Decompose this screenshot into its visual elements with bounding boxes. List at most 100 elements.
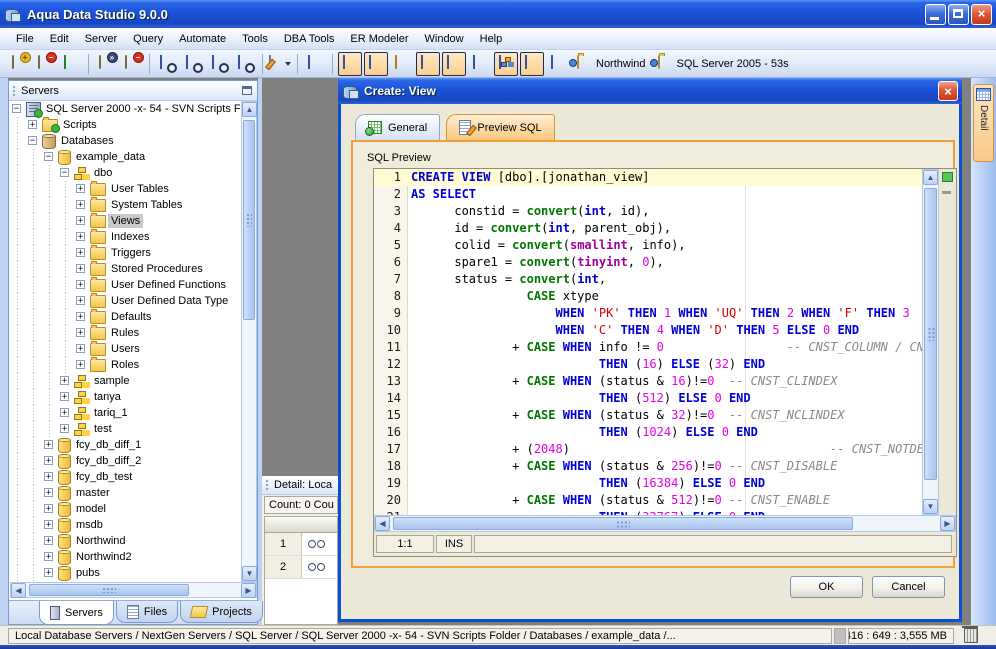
menu-query[interactable]: Query [133, 32, 164, 45]
connection-sqlserver-2005[interactable]: SQL Server 2005 - 53s [649, 55, 789, 71]
open-script-icon[interactable] [265, 52, 292, 76]
float-panel-icon[interactable] [242, 86, 252, 95]
expand-toggle-icon[interactable]: + [60, 376, 69, 386]
register-server-icon[interactable]: + [7, 52, 31, 76]
menu-edit[interactable]: Edit [49, 32, 69, 45]
query-builder-icon[interactable] [207, 52, 231, 76]
chart-view-icon[interactable] [520, 51, 544, 76]
relationships-view-icon[interactable] [494, 51, 518, 76]
expand-toggle-icon[interactable]: − [60, 168, 69, 178]
tree-item-northwind2[interactable]: + Northwind2 [10, 549, 240, 565]
expand-toggle-icon[interactable]: + [60, 408, 69, 418]
tree-item-sql-server-2000-x-54-svn-scripts-folder[interactable]: − SQL Server 2000 -x- 54 - SVN Scripts Fo… [10, 101, 240, 118]
menu-dba-tools[interactable]: DBA Tools [283, 32, 335, 45]
tree-item-pubs[interactable]: + pubs [10, 565, 240, 581]
expand-toggle-icon[interactable]: + [76, 200, 85, 210]
expand-toggle-icon[interactable]: − [44, 152, 53, 162]
expand-toggle-icon[interactable]: + [60, 392, 69, 402]
tree-item-scripts[interactable]: + Scripts [10, 116, 240, 133]
query-analyzer-icon[interactable] [155, 52, 179, 76]
menu-help[interactable]: Help [479, 32, 503, 45]
plain-grid-icon[interactable] [546, 52, 570, 76]
query-results-icon[interactable] [181, 52, 205, 76]
expand-toggle-icon[interactable]: + [44, 552, 53, 562]
dialog-tab-preview-sql[interactable]: Preview SQL [446, 114, 555, 140]
tree-item-msdb[interactable]: + msdb [10, 517, 240, 533]
tree-item-roles[interactable]: + Roles [10, 356, 240, 373]
tree-item-rules[interactable]: + Rules [10, 324, 240, 341]
expand-toggle-icon[interactable]: + [44, 456, 53, 466]
expand-toggle-icon[interactable]: + [76, 216, 85, 226]
scrollbar-thumb[interactable] [393, 517, 853, 530]
scrollbar-thumb[interactable] [924, 188, 937, 480]
drag-grip-icon[interactable] [12, 84, 17, 97]
dialog-tab-general[interactable]: General [355, 114, 441, 140]
sql-editor[interactable]: 1 CREATE VIEW [dbo].[jonathan_view] 2 AS SE… [373, 168, 957, 557]
export-results-icon[interactable] [233, 52, 257, 76]
ok-button[interactable]: OK [790, 576, 863, 598]
minimize-button[interactable] [925, 3, 946, 25]
expand-toggle-icon[interactable]: + [76, 280, 85, 290]
server-properties-icon[interactable]: » [94, 52, 118, 76]
scroll-right-icon[interactable]: ▶ [940, 516, 955, 531]
tree-item-databases[interactable]: − Databases [10, 133, 240, 149]
expand-toggle-icon[interactable]: + [76, 360, 85, 370]
table-data-icon[interactable] [59, 52, 83, 76]
tree-item-test[interactable]: + test [10, 421, 240, 437]
menu-er-modeler[interactable]: ER Modeler [350, 32, 409, 45]
tree-horizontal-scrollbar[interactable]: ◀ ▶ [10, 582, 257, 598]
dialog-close-button[interactable]: × [938, 81, 958, 101]
tree-item-dbo[interactable]: − dbo [10, 165, 240, 181]
menu-window[interactable]: Window [424, 32, 464, 45]
tree-item-triggers[interactable]: + Triggers [10, 244, 240, 261]
tree-item-user-tables[interactable]: + User Tables [10, 180, 240, 197]
panel-splitter[interactable] [258, 78, 262, 625]
garbage-collect-icon[interactable] [962, 626, 978, 643]
cancel-button[interactable]: Cancel [872, 576, 945, 598]
expand-toggle-icon[interactable]: + [76, 328, 85, 338]
tab-detail-vertical[interactable]: Detail [973, 84, 994, 162]
tab-servers[interactable]: Servers [39, 601, 114, 625]
scroll-down-icon[interactable]: ▼ [242, 566, 257, 581]
expand-toggle-icon[interactable]: + [76, 248, 85, 258]
expand-toggle-icon[interactable]: + [44, 504, 53, 514]
expand-toggle-icon[interactable]: + [76, 264, 85, 274]
expand-toggle-icon[interactable]: + [76, 344, 85, 354]
menu-automate[interactable]: Automate [179, 32, 227, 45]
code-view[interactable]: 1 CREATE VIEW [dbo].[jonathan_view] 2 AS SE… [374, 169, 922, 515]
tree-item-indexes[interactable]: + Indexes [10, 228, 240, 245]
tree-item-northwind[interactable]: + Northwind [10, 533, 240, 549]
tree-item-model[interactable]: + model [10, 501, 240, 517]
tree-item-tanya[interactable]: + tanya [10, 389, 240, 405]
expand-toggle-icon[interactable]: + [44, 472, 53, 482]
expand-toggle-icon[interactable]: + [60, 424, 69, 434]
scroll-up-icon[interactable]: ▲ [923, 170, 938, 185]
scroll-right-icon[interactable]: ▶ [241, 583, 256, 598]
tab-files[interactable]: Files [115, 601, 179, 623]
tree-item-users[interactable]: + Users [10, 340, 240, 357]
expand-toggle-icon[interactable]: + [44, 440, 53, 450]
expand-toggle-icon[interactable]: + [44, 536, 53, 546]
tab-projects[interactable]: Projects [180, 601, 263, 623]
table-view-icon[interactable] [416, 51, 440, 76]
close-button[interactable]: × [971, 3, 992, 25]
expand-toggle-icon[interactable]: + [76, 184, 85, 194]
tree-item-user-defined-functions[interactable]: + User Defined Functions [10, 276, 240, 293]
expand-toggle-icon[interactable]: − [28, 136, 37, 146]
tree-vertical-scrollbar[interactable]: ▲ ▼ [241, 101, 257, 582]
connection-northwind[interactable]: Northwind [569, 55, 646, 71]
expand-toggle-icon[interactable]: + [76, 312, 85, 322]
scrollbar-thumb[interactable] [29, 584, 189, 596]
tree-item-master[interactable]: + master [10, 485, 240, 501]
editor-vertical-scrollbar[interactable]: ▲ ▼ [922, 169, 939, 515]
tree-item-defaults[interactable]: + Defaults [10, 308, 240, 325]
drop-server-icon[interactable]: − [120, 52, 144, 76]
schema-browser-icon[interactable] [303, 52, 327, 76]
pivot-view-icon[interactable] [442, 51, 466, 76]
expand-toggle-icon[interactable]: + [44, 520, 53, 530]
expand-toggle-icon[interactable]: + [44, 488, 53, 498]
drag-grip-icon[interactable] [265, 479, 270, 491]
tree-item-system-tables[interactable]: + System Tables [10, 196, 240, 213]
maximize-button[interactable] [948, 3, 969, 25]
menu-file[interactable]: File [16, 32, 34, 45]
